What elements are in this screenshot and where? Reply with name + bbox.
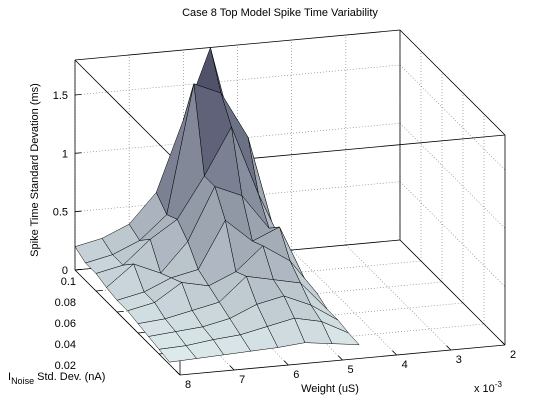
grid-line — [74, 123, 401, 154]
box-edge — [74, 29, 401, 61]
grid-line — [345, 244, 452, 351]
y-tick-label: 0.02 — [55, 360, 76, 372]
y-tick-label: 0.08 — [55, 297, 76, 309]
y-tick — [116, 311, 124, 313]
y-label-main: I — [8, 371, 11, 383]
x-tick — [175, 370, 181, 376]
box-edge — [74, 269, 181, 376]
x-tick-label: 6 — [293, 369, 299, 381]
y-tick-label: 0.1 — [61, 276, 76, 288]
z-axis-label: Spike Time Standard Devation (ms) — [29, 83, 41, 257]
x-tick-label: 5 — [347, 364, 353, 376]
chart-title: Case 8 Top Model Spike Time Variability — [182, 7, 378, 19]
x-tick — [446, 345, 452, 351]
x-multiplier-exp: -3 — [495, 380, 503, 389]
x-tick-label: 4 — [402, 359, 408, 371]
grid-line — [399, 181, 506, 287]
z-tick — [74, 94, 82, 96]
y-axis-label: INoise Std. Dev. (nA) — [8, 371, 105, 386]
box-edge — [399, 239, 506, 346]
y-tick-label: 0.06 — [55, 318, 76, 330]
y-tick — [95, 290, 103, 292]
x-multiplier: x 10-3 — [474, 380, 502, 395]
x-axis-label: Weight (uS) — [301, 383, 359, 395]
box-edge — [399, 29, 506, 136]
x-tick — [229, 365, 235, 371]
grid-line — [74, 181, 401, 212]
x-tick — [283, 360, 289, 366]
x-tick-label: 2 — [510, 349, 516, 361]
grid-line — [291, 249, 397, 356]
z-tick-label: 0 — [62, 265, 68, 277]
x-tick-label: 7 — [239, 374, 245, 386]
y-tick-label: 0.04 — [55, 339, 76, 351]
surface-patch — [158, 345, 198, 363]
z-tick — [74, 152, 82, 154]
x-tick-label: 8 — [185, 379, 191, 391]
x-tick — [338, 355, 343, 361]
x-tick — [500, 340, 506, 346]
right-wall — [400, 30, 505, 345]
z-tick-label: 1 — [62, 148, 68, 160]
y-label-sub: Noise — [11, 376, 34, 386]
x-tick-label: 3 — [456, 354, 462, 366]
z-tick — [74, 210, 82, 213]
grid-line — [399, 123, 506, 229]
x-multiplier-base: x 10 — [474, 383, 495, 395]
grid-line — [399, 64, 506, 171]
y-label-rest: Std. Dev. (nA) — [34, 371, 105, 383]
y-tick — [137, 332, 145, 334]
x-tick — [392, 350, 397, 356]
z-tick — [74, 269, 82, 271]
z-tick-label: 0.5 — [53, 207, 68, 219]
z-tick-label: 1.5 — [53, 90, 68, 102]
box-edge — [74, 59, 181, 166]
